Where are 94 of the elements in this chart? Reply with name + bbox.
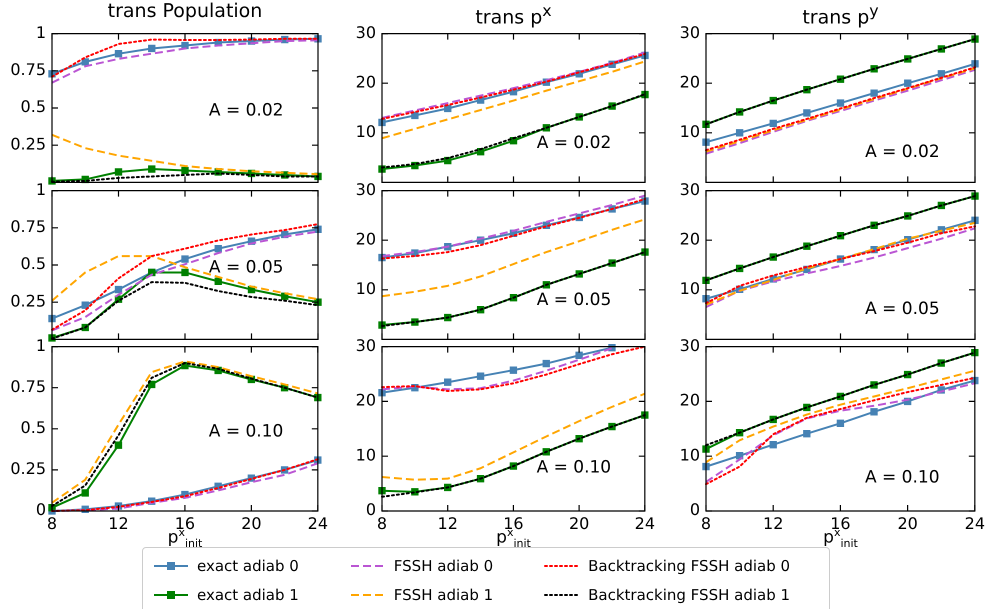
point: [82, 489, 89, 497]
y-tick-label: 30: [356, 336, 376, 355]
x-tick-label: 20: [241, 514, 262, 533]
point: [214, 244, 222, 252]
x-tick-label: 24: [634, 514, 655, 533]
point: [444, 378, 452, 386]
x-tick-label: 8: [700, 514, 712, 533]
x-tick-label: 24: [308, 514, 328, 533]
point: [870, 89, 878, 97]
y-tick-label: 30: [356, 180, 376, 199]
chart-title: trans Population: [106, 0, 264, 22]
x-tick-label: 20: [568, 514, 590, 533]
x-tick-label: 20: [897, 514, 918, 533]
annotation: A = 0.02: [865, 142, 940, 162]
y-tick-label: 20: [356, 229, 376, 248]
y-tick-label: 20: [680, 229, 700, 248]
y-tick-label: 20: [356, 390, 376, 410]
y-tick-label: 0.25: [10, 459, 46, 478]
y-tick-label: 0.5: [20, 254, 46, 274]
point: [904, 80, 912, 87]
point: [181, 255, 189, 263]
legend-label: exact adiab 1: [197, 586, 299, 604]
y-tick-label: 0: [690, 500, 700, 520]
point: [114, 168, 122, 176]
y-tick-label: 10: [356, 278, 376, 298]
point: [542, 360, 550, 368]
y-tick-label: 20: [680, 390, 700, 410]
y-tick-label: 20: [356, 72, 376, 92]
point: [575, 352, 583, 360]
y-tick-label: 30: [356, 22, 376, 42]
x-tick-label: 8: [46, 514, 58, 533]
annotation: A = 0.02: [536, 133, 612, 154]
annotation: A = 0.05: [208, 257, 284, 278]
y-tick-label: 0: [36, 500, 46, 520]
annotation: A = 0.10: [536, 458, 612, 478]
y-tick-label: 30: [680, 22, 700, 42]
point: [803, 109, 811, 117]
point: [736, 129, 744, 136]
point: [770, 120, 777, 128]
y-tick-label: 10: [680, 278, 700, 298]
y-tick-label: 20: [680, 72, 700, 92]
point: [214, 278, 222, 286]
point: [114, 50, 122, 58]
point: [770, 441, 777, 448]
point: [836, 99, 844, 107]
y-tick-label: 0.5: [20, 97, 46, 116]
annotation: A = 0.05: [536, 290, 612, 310]
y-tick-label: 10: [680, 122, 700, 141]
point: [510, 366, 518, 374]
y-tick-label: 1: [36, 22, 46, 42]
x-tick-label: 12: [438, 514, 458, 533]
point: [476, 372, 484, 380]
legend-label: Backtracking FSSH adiab 0: [588, 557, 790, 576]
point: [870, 408, 878, 416]
y-tick-label: 0.5: [20, 418, 46, 437]
y-tick-label: 1: [36, 180, 46, 199]
y-tick-label: 30: [680, 336, 700, 355]
legend-label: FSSH adiab 0: [394, 557, 494, 576]
point: [836, 420, 844, 427]
point: [148, 44, 156, 52]
point: [148, 165, 156, 173]
point: [82, 301, 89, 309]
x-tick-label: 12: [108, 514, 129, 533]
y-tick-label: 0.25: [10, 134, 46, 154]
point: [938, 70, 946, 78]
y-tick-label: 1: [36, 336, 46, 355]
y-tick-label: 0.75: [10, 216, 46, 236]
y-tick-label: 0.25: [10, 291, 46, 310]
annotation: A = 0.10: [864, 468, 940, 488]
y-tick-label: 10: [680, 445, 700, 464]
point: [181, 166, 189, 174]
x-tick-label: 24: [964, 514, 985, 533]
legend-label: exact adiab 0: [197, 557, 299, 576]
y-tick-label: 0: [366, 500, 376, 520]
x-tick-label: 8: [376, 514, 388, 533]
annotation: A = 0.05: [865, 299, 940, 320]
annotation: A = 0.02: [208, 100, 284, 120]
line-series: [381, 346, 646, 392]
point: [114, 442, 122, 449]
point: [803, 430, 810, 438]
y-tick-label: 0.75: [10, 60, 46, 79]
y-tick-label: 0.75: [10, 376, 46, 396]
chart-title: trans p$^{x}$: [474, 0, 553, 28]
x-tick-label: 12: [763, 514, 784, 533]
point: [181, 268, 189, 276]
legend-label: FSSH adiab 1: [394, 586, 494, 604]
y-tick-label: 30: [680, 180, 700, 199]
legend-label: Backtracking FSSH adiab 1: [588, 586, 790, 604]
chart-title: trans p$^{y}$: [801, 0, 880, 28]
point: [82, 58, 89, 66]
y-tick-label: 10: [356, 122, 376, 141]
y-tick-label: 10: [356, 445, 376, 464]
line-series: [381, 392, 646, 481]
annotation: A = 0.10: [208, 422, 284, 442]
